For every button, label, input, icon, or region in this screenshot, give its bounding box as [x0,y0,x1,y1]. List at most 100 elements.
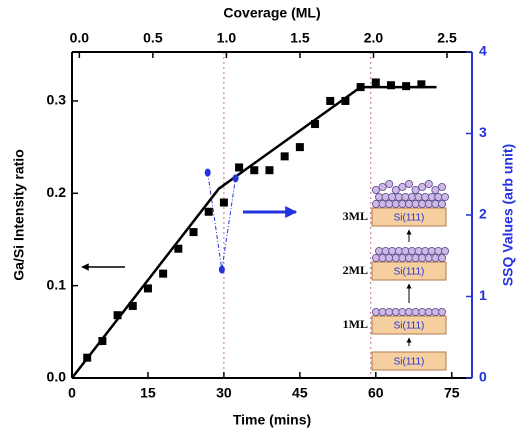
atom [381,192,390,201]
data-point [83,353,92,362]
data-point [113,311,122,320]
atom [385,199,394,208]
atom [437,253,446,262]
atom [404,307,413,316]
y-tick-label: 0.2 [47,184,67,200]
data-point [159,269,168,278]
atom [407,192,416,201]
atom [385,179,394,188]
data-point [265,166,274,175]
data-point [341,96,350,105]
atom [421,192,430,201]
y-axis-title: Ga/Si Intensity ratio [11,149,27,280]
atom [437,199,446,208]
atom [378,253,387,262]
data-point [417,80,426,89]
atom [431,199,440,208]
data-point [311,120,320,129]
layer-label: 2ML [343,263,368,277]
atom [378,182,387,191]
atom [385,307,394,316]
atom [414,192,423,201]
data-point [295,143,304,152]
x2-tick-label: 2.5 [437,30,457,46]
data-point [402,82,411,91]
atom [434,246,443,255]
atom [398,307,407,316]
atom [401,192,410,201]
fit-line [71,85,437,379]
x2-tick-label: 2.0 [364,30,384,46]
atom [424,199,433,208]
atom [391,253,400,262]
atom [431,253,440,262]
x2-tick-label: 1.0 [217,30,237,46]
atom [411,253,420,262]
atom [381,246,390,255]
substrate-label: Si(111) [394,357,425,368]
atom [394,192,403,201]
atom [371,199,380,208]
x-tick-label: 30 [216,385,232,401]
x2-tick-label: 1.5 [290,30,310,46]
y2-tick-label: 1 [479,287,487,303]
data-point [174,244,183,253]
atom [424,307,433,316]
atom [418,182,427,191]
x-axis-title: Time (mins) [233,412,311,428]
atom [431,185,440,194]
data-point [189,228,198,237]
x-tick-label: 60 [368,385,384,401]
y-tick-label: 0.0 [47,369,67,385]
atom [388,192,397,201]
data-point [128,301,137,310]
atom [421,246,430,255]
substrate-label: Si(111) [394,267,425,278]
atom [374,246,383,255]
atom [404,179,413,188]
atom [431,307,440,316]
x2-tick-label: 0.0 [70,30,90,46]
atom [418,253,427,262]
atom [391,199,400,208]
data-point [219,198,228,207]
atom [418,307,427,316]
y-tick-label: 0.1 [47,276,67,292]
atom [391,307,400,316]
substrate-label: Si(111) [394,213,425,224]
atom [398,199,407,208]
y2-tick-label: 3 [479,124,487,140]
atom [437,182,446,191]
data-point [143,284,152,293]
atom [398,182,407,191]
atom [411,185,420,194]
atom [378,199,387,208]
data-point [204,207,213,216]
atom [401,246,410,255]
data-point [250,166,259,175]
y2-tick-label: 2 [479,206,487,222]
atom [391,185,400,194]
atom [434,192,443,201]
substrate [371,315,447,335]
atom [371,307,380,316]
x-tick-label: 45 [292,385,308,401]
atom [411,307,420,316]
substrate [371,351,447,371]
atom [427,192,436,201]
data-point [326,96,335,105]
ssq-line [207,172,237,270]
data-point [371,78,380,87]
ssq-point [204,168,211,177]
y-tick-label: 0.3 [47,92,67,108]
atom [418,199,427,208]
y2-tick-label: 0 [479,369,487,385]
atom [424,253,433,262]
x-tick-label: 75 [444,385,460,401]
atom [440,192,449,201]
data-point [235,163,244,172]
atom [404,253,413,262]
atom [371,253,380,262]
atom [440,246,449,255]
